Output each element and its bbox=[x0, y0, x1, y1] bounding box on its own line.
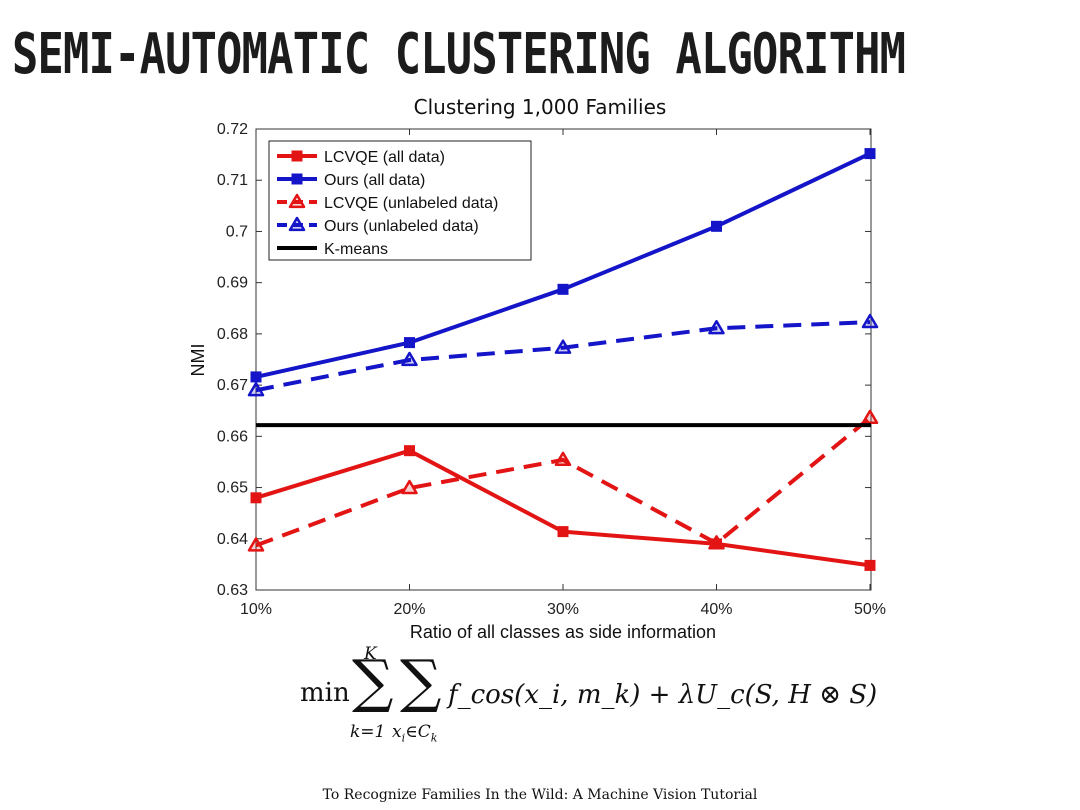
chart-title: Clustering 1,000 Families bbox=[414, 95, 667, 119]
legend: LCVQE (all data) Ours (all data) LCVQE (un… bbox=[268, 140, 532, 261]
data-point bbox=[250, 371, 262, 383]
slide-footer: To Recognize Families In the Wild: A Mac… bbox=[322, 787, 758, 803]
data-point bbox=[554, 339, 572, 354]
legend-entry-label: K-means bbox=[324, 241, 388, 258]
legend-entry-label: Ours (unlabeled data) bbox=[324, 218, 479, 235]
data-point bbox=[864, 559, 876, 571]
legend-entry-label: Ours (all data) bbox=[324, 172, 425, 189]
y-tick-label: 0.7 bbox=[226, 223, 248, 240]
chart: Clustering 1,000 Families 0.630.640.650.… bbox=[188, 95, 886, 642]
formula-sum-symbol-1: ∑ bbox=[352, 647, 394, 715]
legend-swatch-marker bbox=[291, 173, 303, 185]
slide-title: SEMI-AUTOMATIC CLUSTERING ALGORITHM bbox=[12, 22, 906, 87]
formula-sum1-lower: k=1 bbox=[350, 722, 386, 742]
data-point bbox=[861, 409, 879, 425]
data-point bbox=[404, 445, 415, 457]
formula-body: f_cos(x_i, m_k) + λU_c(S, H ⊗ S) bbox=[448, 680, 878, 710]
data-point bbox=[247, 381, 265, 397]
formula-min: min bbox=[300, 678, 350, 708]
y-tick-label: 0.65 bbox=[217, 480, 248, 497]
y-tick-label: 0.64 bbox=[217, 531, 248, 548]
y-tick-label: 0.63 bbox=[217, 582, 248, 599]
x-axis: 10% 20% 30% 40% 50% bbox=[240, 129, 886, 618]
y-tick-label: 0.71 bbox=[217, 172, 248, 189]
series-1 bbox=[250, 148, 876, 383]
data-point bbox=[554, 451, 572, 467]
data-point bbox=[708, 535, 725, 550]
data-point bbox=[404, 337, 415, 349]
data-point bbox=[401, 479, 418, 495]
x-tick-label: 50% bbox=[854, 601, 886, 618]
legend-entry-label: LCVQE (all data) bbox=[324, 149, 445, 166]
series-2 bbox=[247, 409, 879, 552]
series-line bbox=[255, 416, 872, 548]
data-point bbox=[247, 537, 265, 552]
data-point bbox=[864, 148, 876, 160]
data-point bbox=[401, 351, 418, 367]
data-point bbox=[557, 283, 569, 295]
y-tick-label: 0.69 bbox=[217, 275, 248, 292]
x-tick-label: 40% bbox=[700, 601, 732, 618]
series-line bbox=[255, 320, 871, 393]
y-tick-label: 0.68 bbox=[217, 326, 248, 343]
x-axis-label: Ratio of all classes as side information bbox=[410, 622, 716, 642]
y-tick-label: 0.72 bbox=[217, 121, 248, 138]
data-point bbox=[711, 220, 722, 232]
data-point bbox=[708, 320, 725, 335]
y-tick-label: 0.66 bbox=[217, 428, 248, 445]
series-3 bbox=[247, 313, 879, 397]
data-point bbox=[861, 313, 879, 329]
x-tick-label: 30% bbox=[547, 601, 579, 618]
formula-sum-symbol-2: ∑ bbox=[400, 647, 442, 715]
data-point bbox=[557, 526, 569, 538]
series-0 bbox=[250, 445, 876, 571]
x-tick-label: 10% bbox=[240, 601, 272, 618]
y-tick-label: 0.67 bbox=[217, 377, 248, 394]
x-tick-label: 20% bbox=[393, 601, 425, 618]
formula-sum2-lower: xi∈Ck bbox=[392, 722, 438, 745]
y-axis-label: NMI bbox=[188, 344, 208, 377]
legend-swatch-marker bbox=[288, 216, 306, 232]
y-axis: 0.63 0.64 0.65 0.66 0.67 0.68 0.69 0.7 0.71 0.72 bbox=[217, 121, 871, 599]
series-line bbox=[255, 448, 871, 568]
series-layer bbox=[247, 148, 879, 571]
legend-entry-label: LCVQE (unlabeled data) bbox=[324, 195, 498, 212]
formula-sum-upper: K bbox=[364, 644, 377, 664]
data-point bbox=[250, 492, 262, 504]
legend-swatch-marker bbox=[288, 193, 306, 209]
legend-swatch-marker bbox=[291, 150, 303, 162]
